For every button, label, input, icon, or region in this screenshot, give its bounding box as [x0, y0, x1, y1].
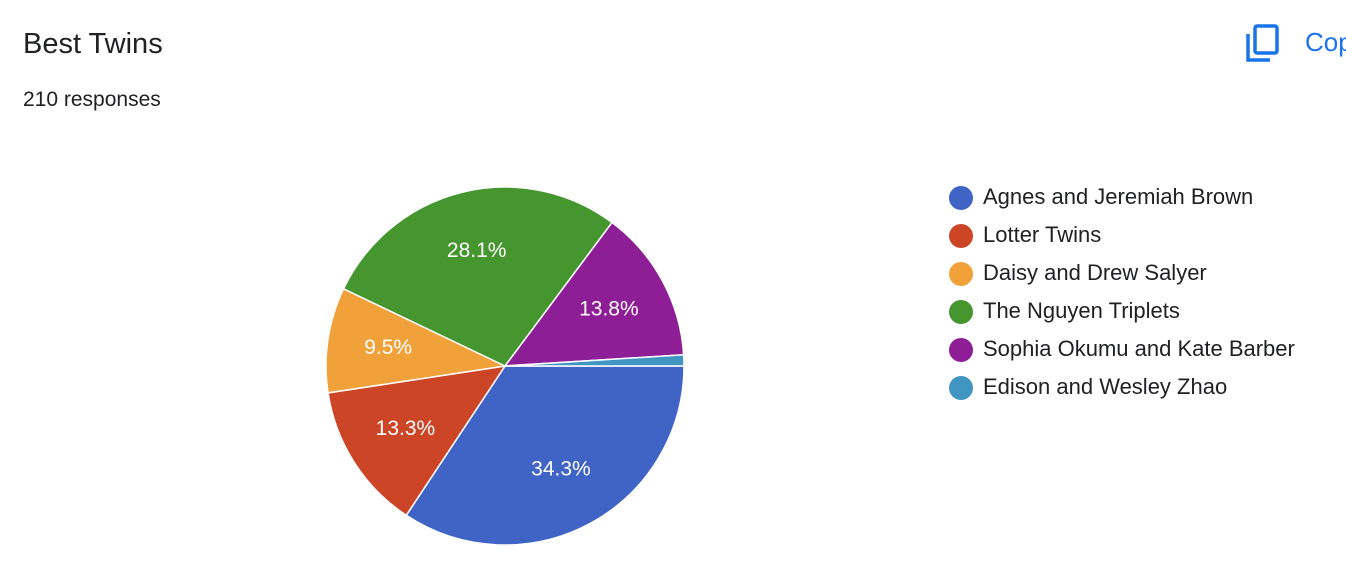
- slice-label: 13.3%: [376, 417, 436, 440]
- legend-label: Agnes and Jeremiah Brown: [983, 184, 1253, 209]
- legend-label: Daisy and Drew Salyer: [983, 260, 1207, 285]
- copy-label[interactable]: Copy: [1305, 27, 1346, 57]
- icon-part: [1246, 34, 1270, 62]
- slice-label: 9.5%: [364, 336, 412, 359]
- legend-label: Sophia Okumu and Kate Barber: [983, 336, 1295, 361]
- legend-marker: [949, 262, 973, 286]
- pie-slice: [342, 186, 614, 367]
- pie-slice: [325, 287, 508, 394]
- pie-slice: [327, 365, 507, 517]
- copy-icon: [1246, 24, 1279, 62]
- slice-label: 28.1%: [447, 239, 507, 262]
- slice-label: 13.8%: [579, 297, 639, 320]
- copy-button[interactable]: Copy: [1244, 22, 1346, 68]
- response-count: 210 responses: [23, 88, 161, 111]
- legend-marker: [949, 338, 973, 362]
- legend-label: Lotter Twins: [983, 222, 1101, 247]
- pie-slice: [504, 353, 685, 367]
- chart-title: Best Twins: [23, 28, 163, 60]
- icon-part: [1253, 24, 1279, 55]
- legend-marker: [949, 224, 973, 248]
- legend-marker: [949, 376, 973, 400]
- slice-label: 34.3%: [531, 458, 591, 481]
- legend-label: The Nguyen Triplets: [983, 298, 1180, 323]
- legend-marker: [949, 300, 973, 324]
- legend-marker: [949, 186, 973, 210]
- pie-slice: [503, 221, 685, 367]
- legend-label: Edison and Wesley Zhao: [983, 374, 1227, 399]
